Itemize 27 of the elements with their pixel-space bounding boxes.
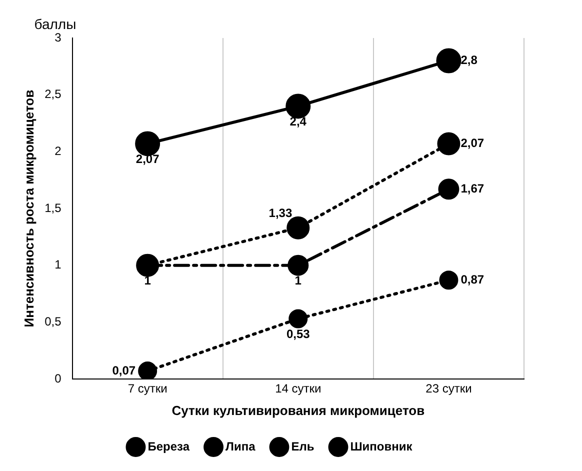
y-axis-title: Интенсивность роста микромицетов [21,90,36,328]
legend-label: Липа [226,439,256,454]
x-tick-label: 7 сутки [128,382,168,396]
y-tick-label: 0,5 [44,314,62,328]
x-tick-label: 14 сутки [275,382,322,396]
data-label: 0,07 [112,363,136,378]
legend-label: Ель [291,439,314,454]
legend-label: Шиповник [350,439,414,454]
data-label: 2,07 [460,136,484,150]
y-tick-label: 2 [54,144,62,158]
y-tick-label: 0 [54,371,62,386]
data-label: 0,87 [460,272,484,286]
data-label: 2,4 [290,114,307,129]
data-label: 1 [294,274,302,288]
data-label: 1,33 [268,206,292,220]
text: баллы [34,16,76,32]
data-label: 1,67 [460,181,484,196]
x-tick-label: 23 сутки [426,382,472,396]
data-label: 1 [144,274,152,288]
y-tick-label: 2,5 [44,87,62,102]
y-tick-label: 3 [54,30,62,44]
data-label: 0,53 [286,327,310,342]
x-axis-title: Сутки культивирования микромицетов [172,402,425,418]
y-tick-label: 1,5 [44,200,62,215]
y-tick-label: 1 [54,258,62,272]
data-label: 2,8 [460,53,478,68]
legend-label: Береза [148,439,190,454]
